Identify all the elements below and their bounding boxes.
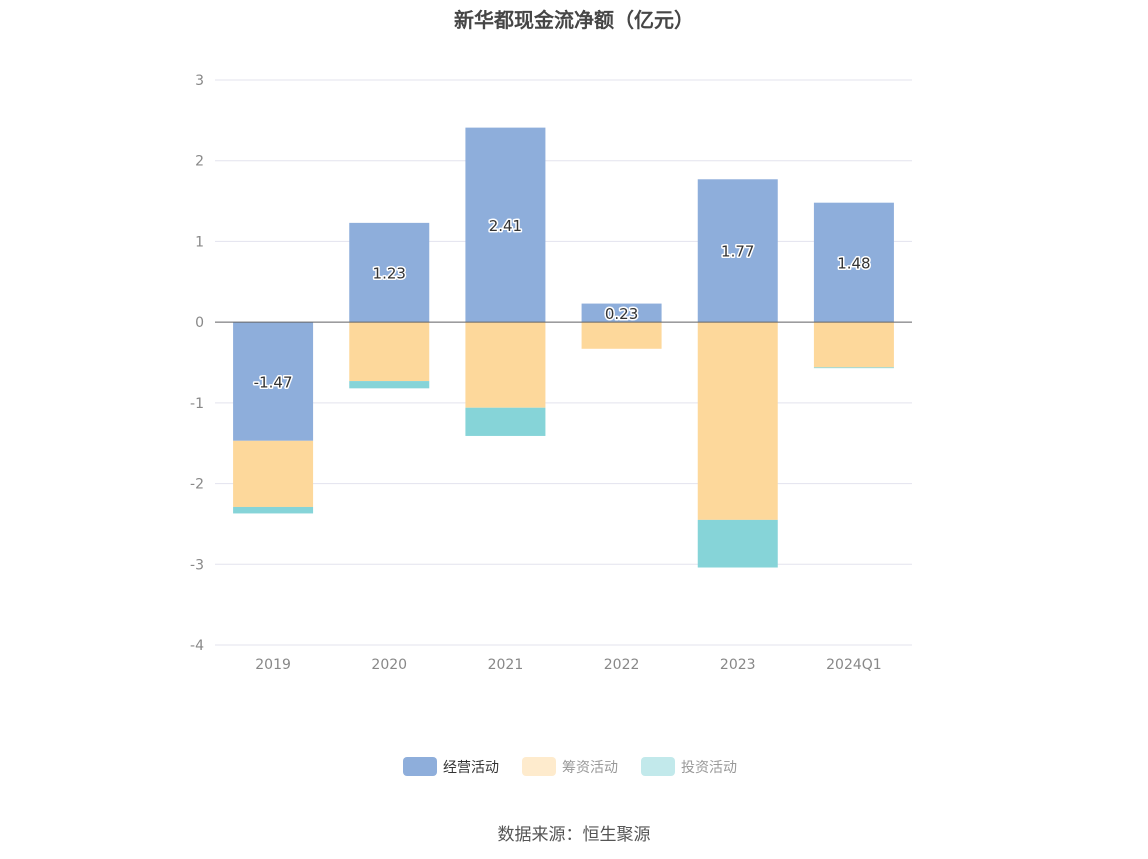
x-tick-label: 2021 xyxy=(488,657,524,673)
bars xyxy=(233,127,894,568)
data-label: 1.23 xyxy=(373,265,406,283)
y-tick-label: 1 xyxy=(195,234,204,250)
bar-经营活动 xyxy=(697,179,778,323)
y-tick-label: -2 xyxy=(190,477,204,493)
bar-投资活动 xyxy=(697,519,778,568)
x-tick-label: 2024Q1 xyxy=(826,657,882,673)
bar-筹资活动 xyxy=(697,322,778,520)
legend-label: 筹资活动 xyxy=(562,759,618,776)
legend-swatch xyxy=(403,757,437,776)
bar-经营活动 xyxy=(349,222,430,323)
y-tick-label: -1 xyxy=(190,396,204,412)
y-axis-ticks: 3 2 1 0 -1 -2 -3 -4 xyxy=(190,73,204,654)
bar-筹资活动 xyxy=(349,322,430,382)
data-label: 1.77 xyxy=(721,243,754,261)
bar-投资活动 xyxy=(233,506,314,514)
bar-投资活动 xyxy=(465,407,546,436)
bar-筹资活动 xyxy=(581,322,662,349)
legend-item[interactable]: 经营活动 xyxy=(403,757,499,776)
x-tick-label: 2023 xyxy=(720,657,756,673)
y-tick-label: -4 xyxy=(190,638,204,654)
grid-lines xyxy=(215,79,912,646)
x-tick-label: 2020 xyxy=(371,657,407,673)
bar-经营活动 xyxy=(581,303,662,323)
y-tick-label: 0 xyxy=(195,315,204,331)
bar-经营活动 xyxy=(813,202,894,323)
data-label: 2.41 xyxy=(489,217,522,235)
y-tick-label: -3 xyxy=(190,557,204,573)
chart-title: 新华都现金流净额（亿元） xyxy=(454,8,694,32)
bar-经营活动 xyxy=(233,322,314,441)
y-tick-label: 2 xyxy=(195,154,204,170)
bar-筹资活动 xyxy=(233,440,314,507)
data-label: -1.47 xyxy=(254,373,293,391)
x-axis-ticks: 2019 2020 2021 2022 2023 2024Q1 xyxy=(255,657,881,673)
data-label: 1.48 xyxy=(837,254,870,272)
data-labels: -1.47 1.23 2.41 0.23 1.77 1.48 xyxy=(252,215,872,393)
legend: 经营活动 筹资活动 投资活动 xyxy=(403,757,737,776)
legend-label: 投资活动 xyxy=(681,760,737,776)
x-tick-label: 2022 xyxy=(604,657,640,673)
bar-经营活动 xyxy=(465,127,546,323)
legend-swatch xyxy=(522,757,556,776)
bar-投资活动 xyxy=(813,367,894,369)
data-source: 数据来源：恒生聚源 xyxy=(497,825,651,845)
legend-item[interactable]: 筹资活动 xyxy=(522,757,618,776)
legend-swatch xyxy=(641,757,675,776)
y-tick-label: 3 xyxy=(195,73,204,89)
legend-label: 经营活动 xyxy=(443,760,499,776)
data-label: 0.23 xyxy=(605,305,638,323)
legend-item[interactable]: 投资活动 xyxy=(641,757,737,776)
x-tick-label: 2019 xyxy=(255,657,291,673)
bar-筹资活动 xyxy=(813,322,894,368)
bar-投资活动 xyxy=(349,381,430,389)
bar-筹资活动 xyxy=(465,322,546,408)
